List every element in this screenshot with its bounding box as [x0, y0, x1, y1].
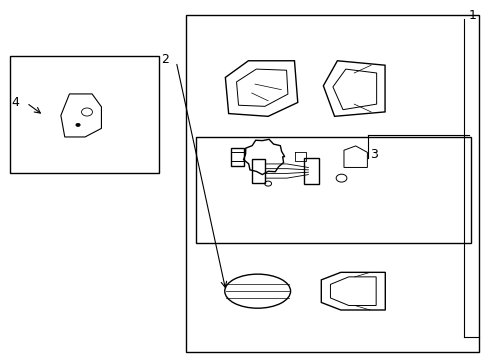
Bar: [251, 159, 265, 183]
Text: 4: 4: [11, 96, 19, 109]
Bar: [10, 56, 159, 173]
Bar: [195, 137, 470, 243]
Bar: [230, 148, 244, 166]
Text: 2: 2: [161, 53, 168, 66]
Text: 3: 3: [369, 148, 377, 161]
Text: 1: 1: [468, 9, 476, 22]
Bar: [185, 15, 478, 352]
Circle shape: [76, 123, 80, 126]
Bar: [304, 158, 319, 184]
